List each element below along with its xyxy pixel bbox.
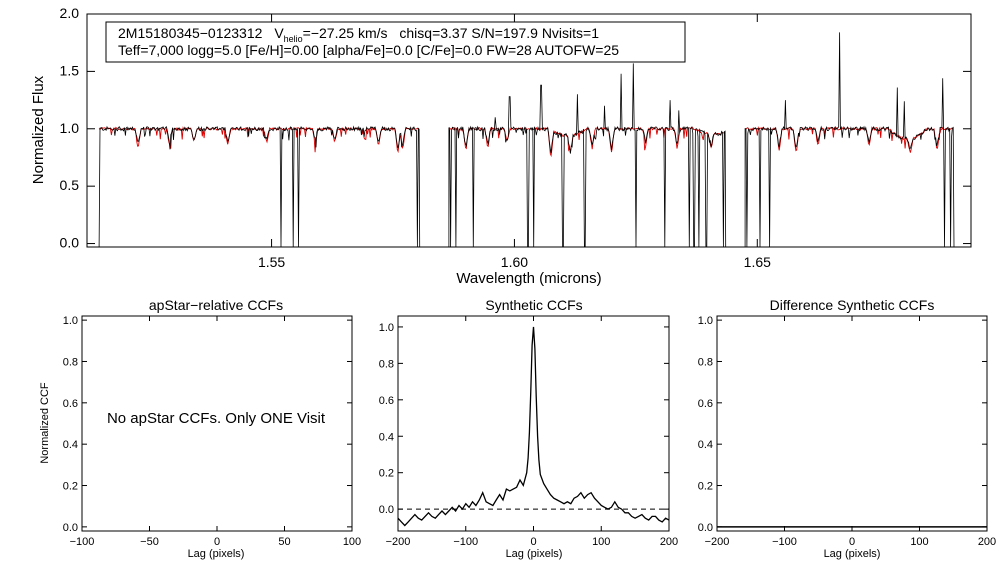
info-line-1: 2M15180345−0123312 Vhelio=−27.25 km/s ch… bbox=[118, 25, 599, 44]
star-id: 2M15180345−0123312 bbox=[118, 25, 263, 41]
apstar-ccf-ylabel: Normalized CCF bbox=[39, 382, 51, 464]
synthetic-ccf-plot-area bbox=[397, 326, 670, 527]
vhelio-value: =−27.25 km/s bbox=[303, 25, 388, 41]
difference-ccf-ytick-label: 1.0 bbox=[698, 315, 713, 327]
spectrum-frame bbox=[86, 13, 972, 248]
synthetic-ccf-title: Synthetic CCFs bbox=[485, 297, 582, 313]
difference-ccf-ticks: −200 −100 0 100 200 0.0 0.2 0.4 0.6 0.8 1.0 bbox=[698, 315, 996, 548]
spectrum-ytick-label: 0.0 bbox=[60, 235, 80, 251]
apstar-ccf-xtick-label: −100 bbox=[70, 536, 95, 548]
difference-ccf-xtick-label: 200 bbox=[978, 536, 996, 548]
apstar-ccf-ticks: −100 −50 0 50 100 0.0 0.2 0.4 0.6 0.8 1.0 bbox=[63, 315, 361, 548]
difference-ccf-ytick-label: 0.2 bbox=[698, 481, 713, 493]
apstar-ccf-ytick-label: 1.0 bbox=[63, 315, 78, 327]
apstar-ccf-xtick-label: 100 bbox=[343, 536, 361, 548]
apstar-ccf-xlabel: Lag (pixels) bbox=[188, 548, 245, 560]
spectrum-panel: 1.55 1.60 1.65 0.0 0.5 1.0 1.5 2.0 Wavelength (… bbox=[30, 5, 972, 287]
spectrum-ytick-label: 1.0 bbox=[60, 120, 80, 136]
apstar-ccf-xtick-label: −50 bbox=[140, 536, 159, 548]
apstar-ccf-ytick-label: 0.4 bbox=[63, 439, 78, 451]
synthetic-ccf-ytick-label: 0.0 bbox=[379, 504, 394, 516]
difference-ccf-ytick-label: 0.8 bbox=[698, 356, 713, 368]
apstar-ccf-ytick-label: 0.6 bbox=[63, 398, 78, 410]
observed-spectrum-chip-2 bbox=[448, 63, 727, 248]
spectrum-ytick-label: 2.0 bbox=[60, 5, 80, 21]
apstar-ccf-xtick-label: 0 bbox=[214, 536, 220, 548]
difference-ccf-xtick-label: 100 bbox=[910, 536, 928, 548]
spectrum-ytick-label: 0.5 bbox=[60, 177, 80, 193]
difference-ccf-title: Difference Synthetic CCFs bbox=[770, 297, 935, 313]
spectrum-ylabel: Normalized Flux bbox=[30, 75, 47, 184]
spectrum-xlabel: Wavelength (microns) bbox=[456, 270, 601, 287]
spectrum-plot-area bbox=[98, 32, 955, 248]
difference-ccf-ytick-label: 0.6 bbox=[698, 398, 713, 410]
vhelio-subscript: helio bbox=[284, 34, 303, 44]
spectrum-xtick-label: 1.55 bbox=[258, 254, 285, 270]
spectrum-xtick-label: 1.65 bbox=[744, 254, 771, 270]
synthetic-ccf-xtick-label: 100 bbox=[592, 536, 610, 548]
synthetic-ccf-ytick-label: 0.8 bbox=[379, 358, 394, 370]
observed-spectrum-chip-1 bbox=[98, 125, 421, 248]
difference-ccf-ytick-label: 0.0 bbox=[698, 522, 713, 534]
synthetic-ccf-ytick-label: 0.4 bbox=[379, 431, 394, 443]
synthetic-ccf-ytick-label: 0.2 bbox=[379, 468, 394, 480]
spectrum-xtick-label: 1.60 bbox=[501, 254, 528, 270]
difference-ccf-panel: Difference Synthetic CCFs −200 −100 0 100 20… bbox=[698, 297, 996, 560]
apstar-ccf-note: No apStar CCFs. Only ONE Visit bbox=[107, 410, 326, 427]
synthetic-ccf-xlabel: Lag (pixels) bbox=[506, 548, 563, 560]
synthetic-ccf-curve bbox=[397, 326, 670, 527]
synthetic-ccf-panel: Synthetic CCFs −200 −100 0 100 200 0.0 0.2 0.4 0… bbox=[379, 297, 678, 560]
model-spectrum-chip-2 bbox=[448, 126, 726, 158]
observed-spectrum-chip-3 bbox=[744, 32, 955, 248]
vhelio-prefix: V bbox=[274, 25, 284, 41]
synthetic-ccf-ytick-label: 1.0 bbox=[379, 322, 394, 334]
info-box bbox=[105, 21, 686, 63]
apstar-ccf-ytick-label: 0.2 bbox=[63, 481, 78, 493]
difference-ccf-frame bbox=[716, 315, 988, 532]
spectrum-ticks: 1.55 1.60 1.65 0.0 0.5 1.0 1.5 2.0 bbox=[60, 5, 971, 270]
apstar-ccf-ytick-label: 0.8 bbox=[63, 356, 78, 368]
synthetic-ccf-ticks: −200 −100 0 100 200 0.0 0.2 0.4 0.6 0.8 1.0 bbox=[379, 316, 678, 548]
synthetic-ccf-xtick-label: −100 bbox=[453, 536, 478, 548]
difference-ccf-xtick-label: −200 bbox=[705, 536, 730, 548]
info-line-2: Teff=7,000 logg=5.0 [Fe/H]=0.00 [alpha/F… bbox=[118, 42, 619, 58]
model-spectrum-chip-3 bbox=[744, 126, 954, 153]
synthetic-ccf-frame bbox=[397, 315, 670, 532]
apstar-ccf-title: apStar−relative CCFs bbox=[149, 297, 283, 313]
synthetic-ccf-xtick-label: 200 bbox=[660, 536, 678, 548]
synthetic-ccf-xtick-label: −200 bbox=[386, 536, 411, 548]
difference-ccf-xtick-label: 0 bbox=[849, 536, 855, 548]
synthetic-ccf-ytick-label: 0.6 bbox=[379, 395, 394, 407]
difference-ccf-xlabel: Lag (pixels) bbox=[824, 548, 881, 560]
spectrum-ytick-label: 1.5 bbox=[60, 62, 80, 78]
apstar-ccf-ytick-label: 0.0 bbox=[63, 522, 78, 534]
apstar-ccf-xtick-label: 50 bbox=[278, 536, 290, 548]
model-spectrum-chip-1 bbox=[98, 126, 420, 154]
difference-ccf-xtick-label: −100 bbox=[772, 536, 797, 548]
apstar-ccf-panel: apStar−relative CCFs −100 −50 0 50 100 0.0 0.2… bbox=[39, 297, 361, 560]
synthetic-ccf-xtick-label: 0 bbox=[530, 536, 536, 548]
fit-stats: chisq=3.37 S/N=197.9 Nvisits=1 bbox=[399, 25, 599, 41]
difference-ccf-ytick-label: 0.4 bbox=[698, 439, 713, 451]
